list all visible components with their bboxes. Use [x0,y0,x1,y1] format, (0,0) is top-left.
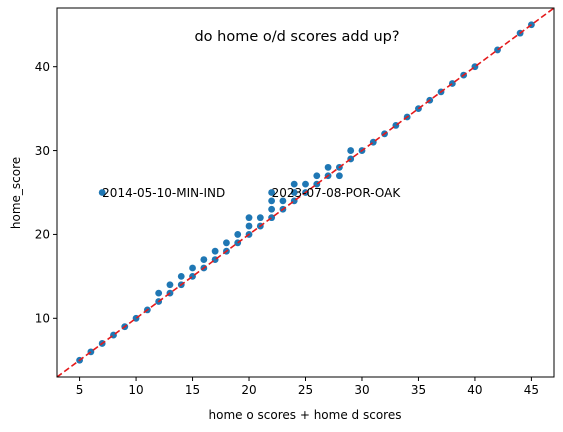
point-annotation: 2023-07-08-POR-OAK [272,186,402,200]
x-tick-label: 15 [185,383,200,397]
x-tick-label: 10 [128,383,143,397]
scatter-point [268,197,276,205]
x-tick-label: 5 [76,383,84,397]
scatter-point [177,272,185,280]
chart-title: do home o/d scores add up? [194,29,399,45]
scatter-point [324,163,332,171]
x-tick-label: 20 [241,383,256,397]
y-axis-ticks: 10 20 30 40 [35,60,57,326]
scatter-point [166,281,174,289]
scatter-point [98,189,106,196]
y-tick-label: 10 [35,312,50,326]
scatter-point [347,147,355,154]
reference-line [57,8,554,377]
x-tick-label: 40 [467,383,482,397]
scatter-point [200,256,208,263]
scatter-point [155,289,163,297]
scatter-point [279,197,287,205]
y-axis-label: home_score [9,157,23,229]
x-axis-ticks: 5 10 15 20 25 30 35 40 45 [76,377,539,397]
scatter-point [268,189,276,196]
scatter-point [234,231,242,238]
point-annotation: 2014-05-10-MIN-IND [102,186,225,200]
scatter-point [302,180,309,188]
scatter-point [223,239,230,247]
scatter-point [268,205,276,213]
y-tick-label: 20 [35,228,50,242]
y-tick-label: 40 [35,60,50,74]
scatter-point [189,264,196,272]
scatter-point [256,214,264,222]
scatter-point [245,214,253,222]
scatter-point [211,247,219,255]
x-tick-label: 25 [298,383,313,397]
x-tick-label: 35 [411,383,426,397]
scatter-point [245,222,253,230]
x-tick-label: 45 [524,383,539,397]
x-axis-label: home o scores + home d scores [209,408,402,422]
y-tick-label: 30 [35,144,50,158]
reference-line-layer [57,8,554,377]
scatter-point [335,172,343,180]
x-tick-label: 30 [354,383,369,397]
scatter-point [313,172,321,180]
scatter-point [290,189,298,196]
annotation-layer: 2014-05-10-MIN-IND 2023-07-08-POR-OAK [102,186,401,200]
scatter-point [290,180,298,188]
